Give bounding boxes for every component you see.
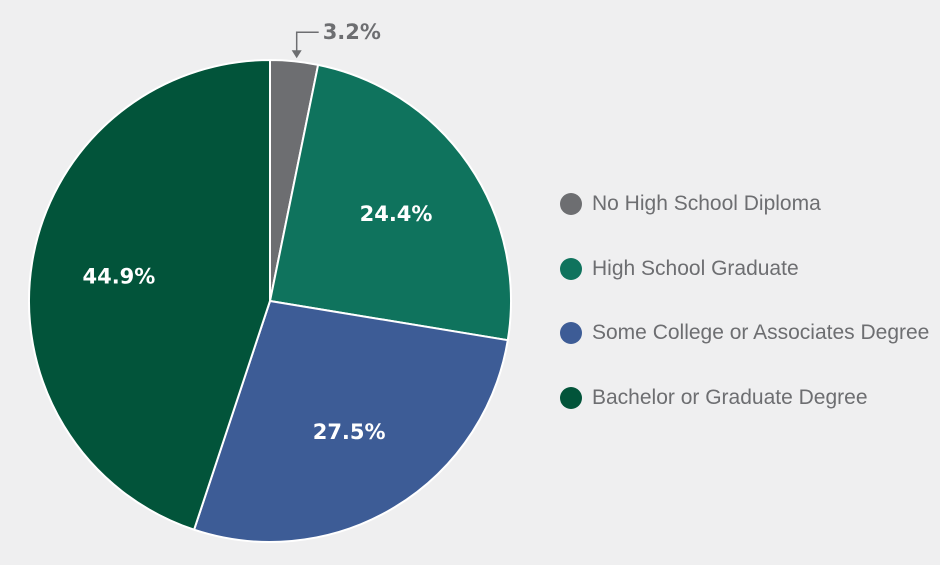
slice-label-some-college-or-associates-degree: 27.5% bbox=[313, 420, 386, 444]
pie-slice-bachelor-or-graduate-degree bbox=[28, 59, 271, 531]
callout-leader-line bbox=[295, 31, 319, 53]
legend-swatch-icon bbox=[560, 193, 582, 215]
legend-label: No High School Diploma bbox=[592, 192, 821, 215]
slice-label-high-school-graduate: 24.4% bbox=[360, 202, 433, 226]
legend-item-some-college-or-associates-degree: Some College or Associates Degree bbox=[560, 318, 929, 348]
legend-label: High School Graduate bbox=[592, 256, 799, 280]
pie-slice-some-college-or-associates-degree bbox=[193, 300, 509, 543]
pie-slice-high-school-graduate bbox=[269, 63, 512, 342]
legend-swatch-icon bbox=[560, 322, 582, 344]
legend: No High School Diploma High School Gradua… bbox=[560, 189, 929, 447]
legend-item-no-high-school-diploma: No High School Diploma bbox=[560, 189, 929, 219]
pie-slices bbox=[28, 59, 512, 543]
slice-label-bachelor-or-graduate-degree: 44.9% bbox=[82, 265, 155, 289]
slice-label-no-high-school-diploma: 3.2% bbox=[323, 20, 381, 44]
legend-swatch-icon bbox=[560, 257, 582, 280]
callout-arrow-icon bbox=[291, 50, 302, 59]
legend-item-bachelor-or-graduate-degree: Bachelor or Graduate Degree bbox=[560, 383, 929, 413]
legend-swatch-icon bbox=[560, 386, 582, 409]
legend-label: Some College or Associates Degree bbox=[592, 321, 930, 344]
legend-label: Bachelor or Graduate Degree bbox=[592, 385, 868, 409]
pie-slice-labels: 3.2% 24.4% 27.5% 44.9% bbox=[82, 20, 432, 444]
legend-item-high-school-graduate: High School Graduate bbox=[560, 254, 929, 284]
